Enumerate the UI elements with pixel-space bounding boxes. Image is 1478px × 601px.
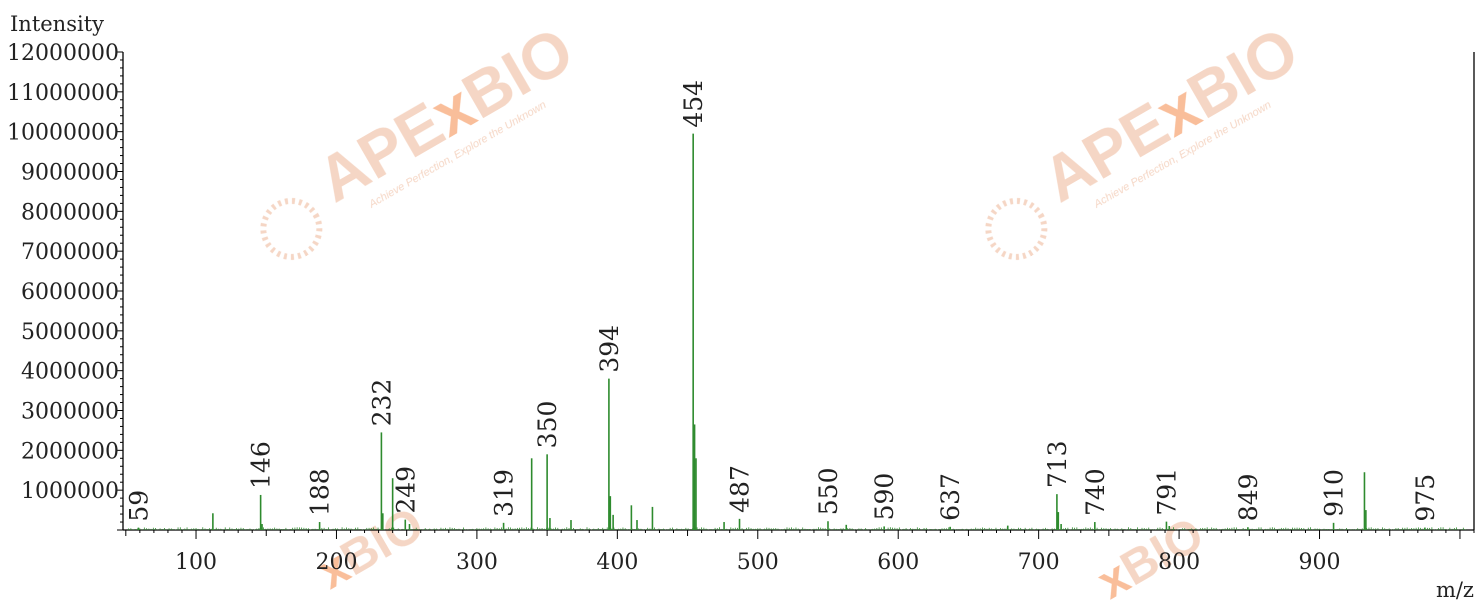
peak-label: 319 — [490, 469, 519, 517]
peak-label: 637 — [936, 473, 965, 521]
y-axis-title: Intensity — [10, 12, 104, 36]
y-tick-label: 1000000 — [21, 479, 119, 504]
peak-label: 232 — [367, 379, 396, 427]
peak-label: 188 — [306, 468, 335, 516]
x-tick-label: 800 — [1158, 550, 1200, 575]
spectrum-peaks — [128, 133, 1466, 530]
y-tick-label: 2000000 — [21, 439, 119, 464]
peak-label: 146 — [247, 441, 276, 489]
x-tick-label: 100 — [175, 550, 217, 575]
peak-label: 350 — [533, 401, 562, 449]
peak-label: 590 — [870, 473, 899, 521]
watermark-brand: APExBIO — [1031, 13, 1310, 216]
peak-label: 740 — [1081, 468, 1110, 516]
peak-label: 487 — [726, 465, 755, 513]
y-tick-label: 5000000 — [21, 320, 119, 345]
watermark-logo-right: APExBIO Achieve Perfection, Explore the … — [985, 13, 1310, 260]
x-tick-label: 400 — [596, 550, 638, 575]
watermark-seal-icon — [985, 197, 1048, 260]
y-tick-label: 10000000 — [7, 121, 119, 146]
peak-label: 454 — [679, 80, 708, 128]
y-tick-label: 8000000 — [21, 200, 119, 225]
y-tick-label: 3000000 — [21, 400, 119, 425]
x-tick-label: 500 — [737, 550, 779, 575]
peak-label: 713 — [1043, 440, 1072, 488]
x-axis-title: m/z — [1436, 578, 1474, 601]
peak-label: 59 — [124, 490, 153, 522]
x-tick-label: 700 — [1018, 550, 1060, 575]
peak-label: 975 — [1411, 474, 1440, 522]
watermark-seal-icon — [260, 197, 323, 260]
y-axis-ticks: 1000000 2000000 3000000 4000000 5000000 60000… — [7, 41, 123, 531]
x-axis-ticks: 100 200 300 400 500 600 700 800 900 — [125, 530, 1475, 575]
x-tick-label: 200 — [315, 550, 357, 575]
y-tick-label: 11000000 — [7, 81, 119, 106]
watermark-logo-left: APExBIO Achieve Perfection, Explore the … — [260, 13, 585, 260]
y-tick-label: 9000000 — [21, 161, 119, 186]
y-tick-label: 7000000 — [21, 240, 119, 265]
y-tick-label: 6000000 — [21, 280, 119, 305]
peak-label: 550 — [814, 468, 843, 516]
y-tick-label: 12000000 — [7, 41, 119, 66]
x-tick-label: 300 — [456, 550, 498, 575]
peak-label: 910 — [1320, 469, 1349, 517]
peak-labels: 59 146 188 232 249 319 350 394 454 487 550 590 637 71… — [124, 80, 1439, 522]
peak-label: 791 — [1152, 468, 1181, 516]
x-tick-label: 900 — [1299, 550, 1341, 575]
watermark-brand: APExBIO — [306, 13, 585, 216]
peak-label: 394 — [595, 325, 624, 373]
peak-label: 849 — [1234, 473, 1263, 521]
x-tick-label: 600 — [877, 550, 919, 575]
peak-label: 249 — [391, 466, 420, 514]
y-tick-label: 4000000 — [21, 360, 119, 385]
